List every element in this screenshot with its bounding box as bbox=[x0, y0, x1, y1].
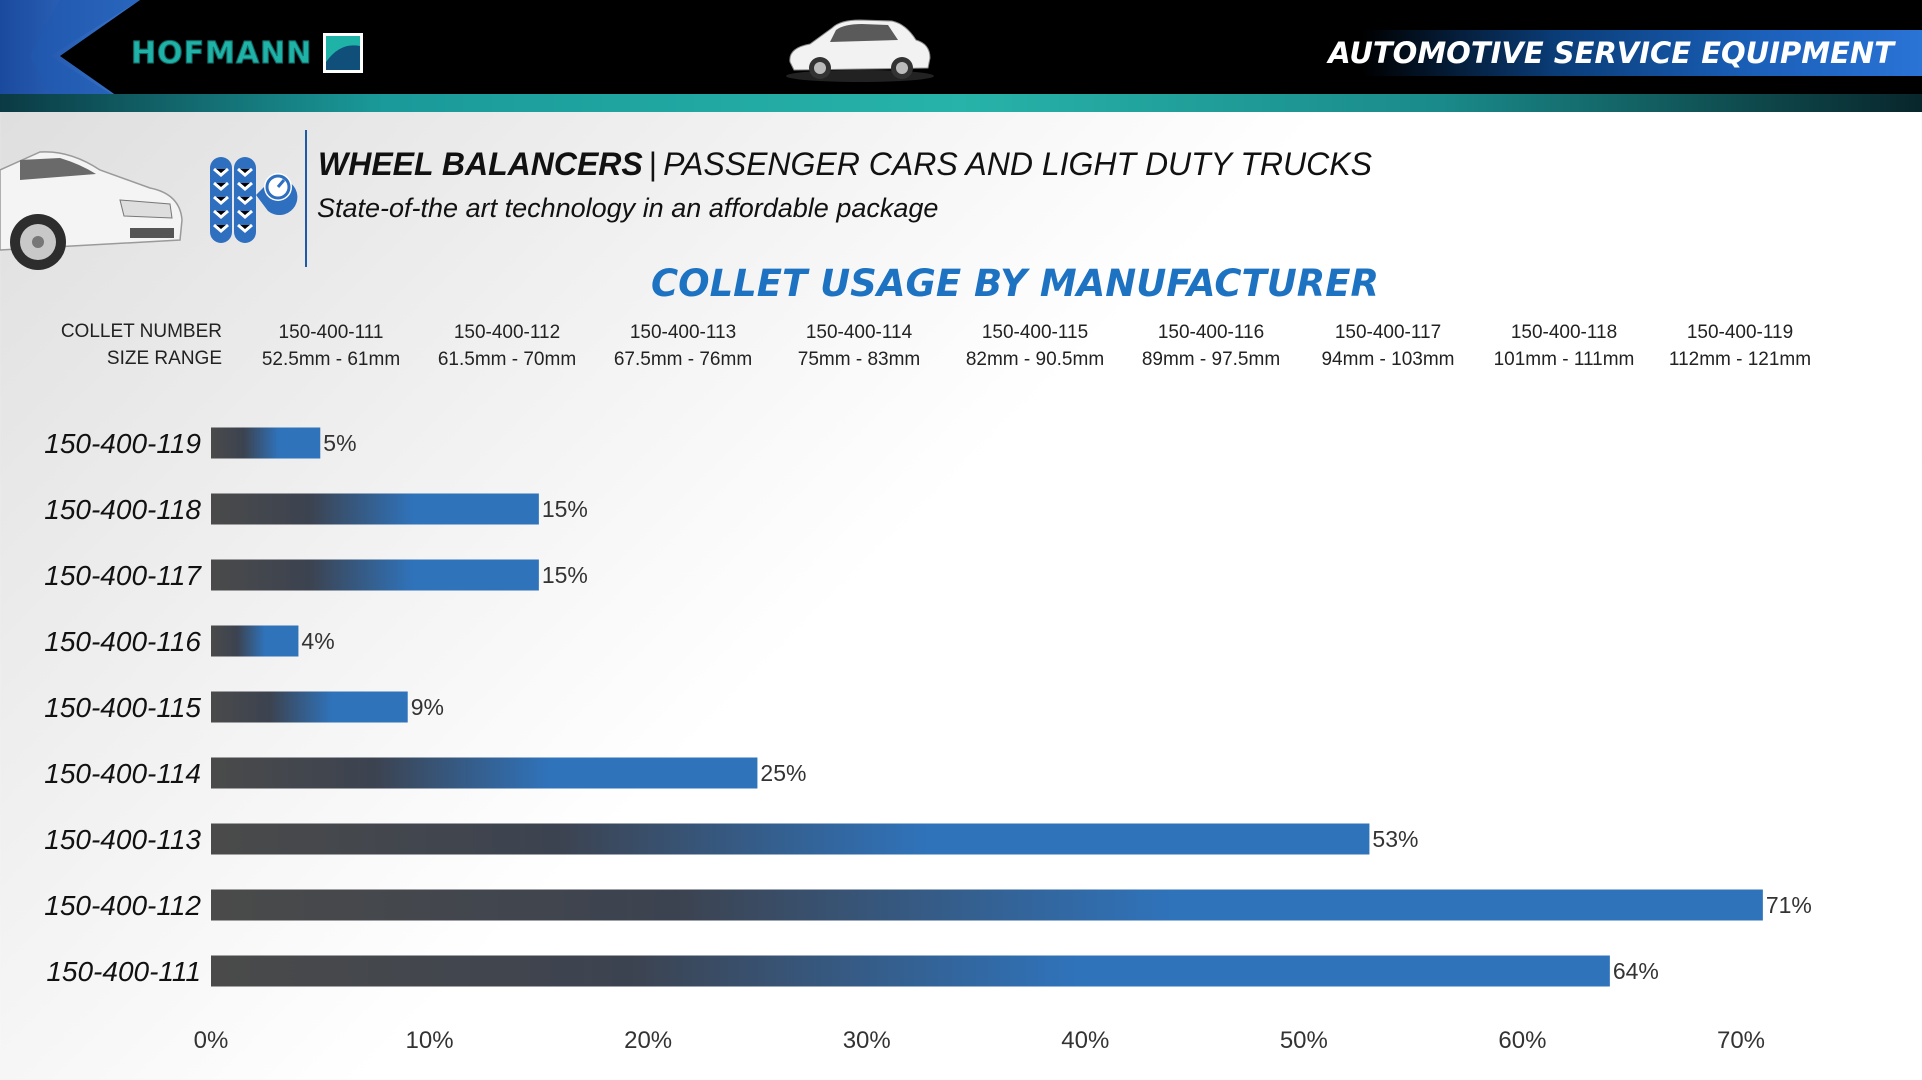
reference-column: 150-400-118 101mm - 111mm bbox=[1476, 319, 1652, 373]
side-car-icon bbox=[0, 151, 183, 270]
row-label-collet-number: COLLET NUMBER bbox=[60, 321, 222, 342]
tire-gauge-icon bbox=[210, 157, 298, 243]
bar-category-label: 150-400-111 bbox=[46, 956, 201, 987]
bar-data-label: 25% bbox=[760, 760, 806, 786]
reference-collet: 150-400-112 bbox=[453, 322, 561, 343]
reference-range: 67.5mm - 76mm bbox=[613, 349, 753, 370]
reference-collet: 150-400-115 bbox=[981, 322, 1089, 343]
bar-data-label: 15% bbox=[542, 562, 588, 588]
header-divider bbox=[305, 130, 307, 267]
x-tick-label: 10% bbox=[406, 1027, 454, 1054]
x-tick-label: 60% bbox=[1498, 1027, 1546, 1054]
bar-category-label: 150-400-118 bbox=[44, 494, 201, 525]
reference-column: 150-400-113 67.5mm - 76mm bbox=[595, 319, 771, 373]
reference-range: 75mm - 83mm bbox=[797, 349, 921, 370]
bar-category-label: 150-400-115 bbox=[44, 692, 201, 723]
reference-column: 150-400-112 61.5mm - 70mm bbox=[419, 319, 595, 373]
headline-segment: PASSENGER CARS AND LIGHT DUTY TRUCKS bbox=[663, 146, 1372, 182]
reference-range: 94mm - 103mm bbox=[1321, 349, 1455, 370]
bar-category-label: 150-400-117 bbox=[44, 560, 202, 591]
bar bbox=[211, 493, 539, 525]
x-tick-label: 50% bbox=[1280, 1027, 1328, 1054]
reference-range: 112mm - 121mm bbox=[1668, 349, 1812, 370]
reference-range: 89mm - 97.5mm bbox=[1141, 349, 1281, 370]
x-tick-label: 20% bbox=[624, 1027, 672, 1054]
chart-title: COLLET USAGE BY MANUFACTURER bbox=[650, 262, 1380, 305]
reference-column: 150-400-119 112mm - 121mm bbox=[1652, 319, 1828, 373]
bar bbox=[211, 559, 539, 591]
bar-data-label: 9% bbox=[411, 694, 444, 720]
x-tick-label: 70% bbox=[1717, 1027, 1765, 1054]
reference-range: 82mm - 90.5mm bbox=[965, 349, 1105, 370]
bar bbox=[211, 757, 758, 789]
top-banner: HOFMANN AUTOMOTIVE SERVICE EQUIPMENT bbox=[0, 0, 1922, 112]
reference-collet: 150-400-119 bbox=[1686, 322, 1794, 343]
banner-stripe bbox=[0, 94, 1922, 112]
bar-category-label: 150-400-113 bbox=[44, 824, 201, 855]
reference-range: 52.5mm - 61mm bbox=[261, 349, 401, 370]
chevron-decoration-icon bbox=[0, 0, 140, 112]
bar-category-label: 150-400-114 bbox=[44, 758, 201, 789]
reference-range: 101mm - 111mm bbox=[1493, 349, 1635, 370]
brand-emblem-icon bbox=[323, 33, 364, 73]
reference-column: 150-400-117 94mm - 103mm bbox=[1300, 319, 1476, 373]
reference-collet: 150-400-117 bbox=[1334, 322, 1442, 343]
bar bbox=[211, 823, 1370, 855]
reference-range: 61.5mm - 70mm bbox=[437, 349, 577, 370]
reference-collet: 150-400-113 bbox=[629, 322, 737, 343]
bar-data-label: 4% bbox=[301, 628, 334, 654]
x-tick-label: 40% bbox=[1061, 1027, 1109, 1054]
brand-name: HOFMANN bbox=[130, 35, 313, 71]
car-icon bbox=[786, 19, 934, 82]
service-label-backdrop bbox=[1362, 30, 1922, 76]
reference-column: 150-400-115 82mm - 90.5mm bbox=[947, 319, 1123, 373]
reference-column: 150-400-114 75mm - 83mm bbox=[771, 319, 947, 373]
bar bbox=[211, 691, 408, 723]
headline-product: WHEEL BALANCERS bbox=[318, 146, 643, 182]
bar-data-label: 53% bbox=[1372, 826, 1418, 852]
service-label: AUTOMOTIVE SERVICE EQUIPMENT bbox=[1328, 36, 1894, 70]
x-tick-label: 30% bbox=[843, 1027, 891, 1054]
bar bbox=[211, 427, 321, 459]
bar-data-label: 5% bbox=[323, 430, 356, 456]
bar-category-label: 150-400-112 bbox=[44, 890, 201, 921]
reference-column: 150-400-116 89mm - 97.5mm bbox=[1123, 319, 1299, 373]
bar bbox=[211, 625, 299, 657]
page-tagline: State-of-the art technology in an afford… bbox=[317, 193, 939, 223]
reference-column: 150-400-111 52.5mm - 61mm bbox=[243, 319, 419, 373]
reference-collet: 150-400-118 bbox=[1510, 322, 1618, 343]
chart-x-axis: 0% 10% 20% 30% 40% 50% 60% 70% bbox=[194, 1027, 1765, 1054]
reference-collet: 150-400-111 bbox=[278, 322, 384, 343]
row-label-size-range: SIZE RANGE bbox=[106, 348, 222, 369]
reference-collet: 150-400-114 bbox=[805, 322, 913, 343]
bar-data-label: 15% bbox=[542, 496, 588, 522]
reference-collet: 150-400-116 bbox=[1157, 322, 1265, 343]
page-headline: WHEEL BALANCERS | PASSENGER CARS AND LIGHT… bbox=[318, 146, 1372, 183]
x-tick-label: 0% bbox=[194, 1027, 229, 1054]
headline-separator: | bbox=[648, 146, 658, 182]
bar-data-label: 71% bbox=[1766, 892, 1812, 918]
bar-category-label: 150-400-116 bbox=[44, 626, 201, 657]
bar bbox=[211, 889, 1763, 921]
bar bbox=[211, 955, 1610, 987]
brand-logo: HOFMANN bbox=[130, 33, 364, 73]
chart-bars: 150-400-119 5% 150-400-118 15% 150-400-117 15… bbox=[44, 427, 1812, 987]
bar-category-label: 150-400-119 bbox=[44, 428, 201, 459]
bar-data-label: 64% bbox=[1613, 958, 1659, 984]
